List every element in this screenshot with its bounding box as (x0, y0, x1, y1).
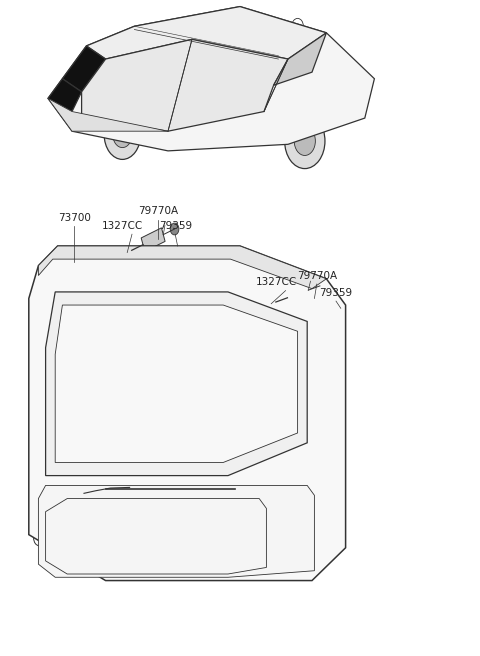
Circle shape (170, 223, 179, 235)
Circle shape (285, 113, 325, 169)
Polygon shape (55, 305, 298, 462)
Text: 79359: 79359 (158, 221, 192, 231)
Polygon shape (38, 485, 314, 577)
Circle shape (70, 503, 74, 510)
Polygon shape (38, 246, 326, 289)
Polygon shape (46, 292, 307, 476)
Polygon shape (86, 7, 326, 59)
Polygon shape (82, 39, 288, 131)
Text: 79359: 79359 (319, 288, 353, 298)
Polygon shape (48, 79, 82, 112)
Polygon shape (286, 283, 310, 305)
Text: 79770A: 79770A (138, 207, 179, 216)
Polygon shape (141, 228, 165, 251)
Circle shape (76, 510, 81, 516)
Circle shape (104, 110, 141, 159)
Text: 73700: 73700 (58, 213, 91, 223)
Circle shape (77, 524, 82, 531)
Circle shape (113, 121, 132, 148)
Circle shape (294, 127, 315, 155)
Polygon shape (274, 33, 326, 85)
Polygon shape (48, 7, 374, 151)
Circle shape (71, 517, 75, 523)
Polygon shape (29, 246, 346, 581)
Polygon shape (48, 98, 168, 131)
Text: 79770A: 79770A (297, 271, 337, 281)
Text: 1327CC: 1327CC (255, 277, 297, 287)
Circle shape (315, 280, 324, 292)
Circle shape (267, 298, 276, 310)
Polygon shape (62, 46, 106, 92)
Circle shape (123, 247, 132, 258)
Text: 1327CC: 1327CC (102, 221, 143, 231)
